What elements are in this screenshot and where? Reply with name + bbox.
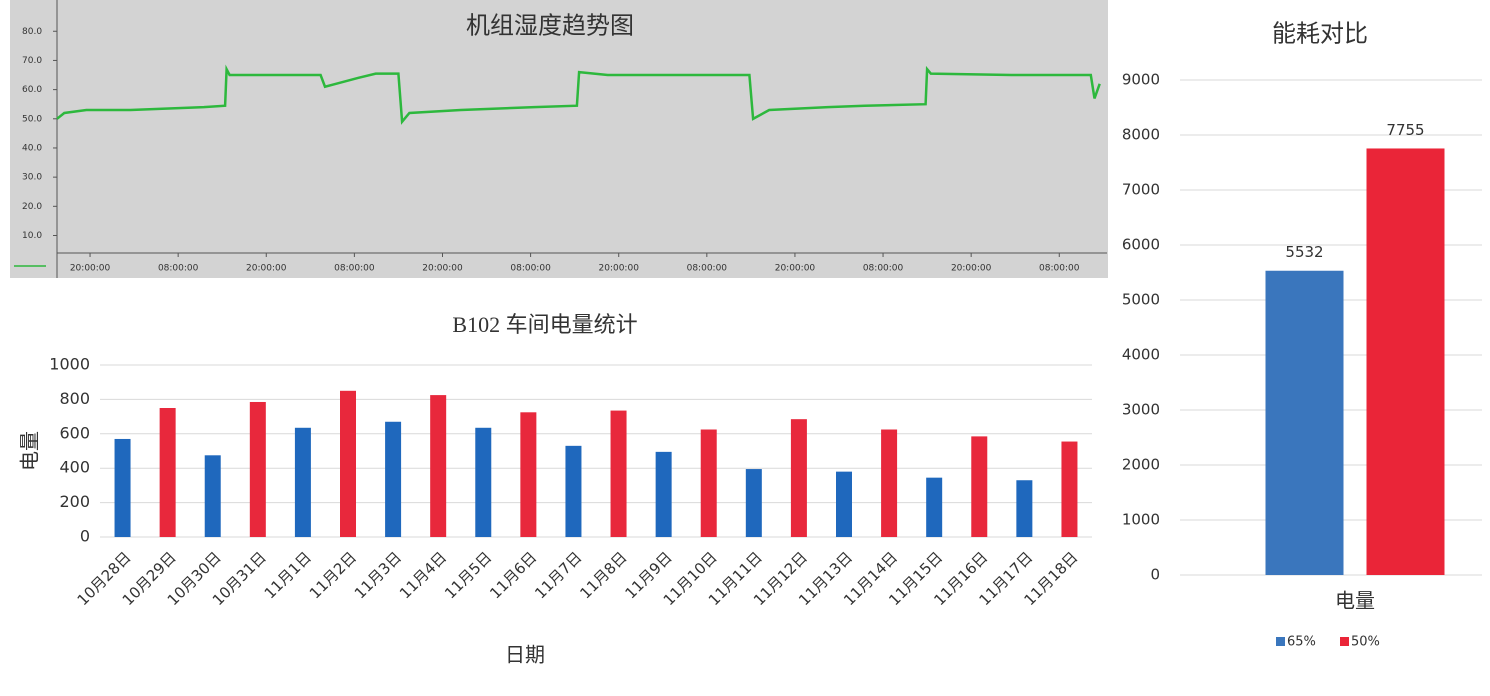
bar	[114, 438, 131, 537]
y-tick-label: 600	[59, 423, 90, 442]
bar	[430, 395, 447, 537]
x-tick-label: 20:00:00	[599, 264, 640, 274]
x-tick-label: 08:00:00	[863, 264, 904, 274]
y-tick-label: 8000	[1122, 126, 1160, 144]
chart-title: 机组湿度趋势图	[466, 13, 634, 40]
bar	[610, 410, 627, 537]
bar	[836, 471, 852, 537]
y-tick-label: 0	[80, 527, 90, 546]
y-tick-label: 0	[1150, 566, 1160, 584]
y-tick-label: 60.0	[22, 85, 42, 95]
y-tick-label: 30.0	[22, 173, 42, 183]
x-tick-label: 08:00:00	[510, 264, 551, 274]
x-tick-label: 20:00:00	[951, 264, 992, 274]
bar	[385, 421, 402, 537]
bar	[655, 451, 672, 537]
y-tick-label: 1000	[49, 355, 90, 374]
x-tick-label: 08:00:00	[334, 264, 375, 274]
y-tick-label: 80.0	[22, 27, 42, 37]
bar	[971, 436, 988, 537]
bar	[1366, 148, 1445, 575]
bar	[249, 401, 266, 537]
legend-label: 65%	[1287, 635, 1316, 650]
bar	[790, 419, 807, 537]
bar	[1016, 480, 1033, 537]
y-tick-label: 2000	[1122, 456, 1160, 474]
trend-line	[56, 64, 1101, 125]
bar	[1265, 270, 1344, 575]
y-tick-label: 6000	[1122, 236, 1160, 254]
bar	[745, 469, 762, 537]
bar	[340, 390, 356, 537]
x-tick-label: 11月7日	[531, 548, 585, 602]
y-tick-label: 7000	[1122, 181, 1160, 199]
y-tick-label: 4000	[1122, 346, 1160, 364]
data-label: 5532	[1285, 243, 1323, 261]
legend-label: 50%	[1351, 635, 1380, 650]
chart-title: B102 车间电量统计	[452, 312, 637, 337]
x-tick-label: 11月8日	[576, 548, 630, 602]
x-tick-label: 08:00:00	[687, 264, 728, 274]
y-tick-label: 800	[59, 389, 90, 408]
x-tick-label: 20:00:00	[70, 264, 111, 274]
bar	[565, 445, 582, 537]
bar	[204, 455, 221, 537]
y-tick-label: 10.0	[22, 231, 42, 241]
y-tick-label: 1000	[1122, 511, 1160, 529]
y-tick-label: 9000	[1122, 71, 1160, 89]
x-tick-label: 11月5日	[441, 548, 495, 602]
x-tick-label: 11月6日	[486, 548, 540, 602]
x-tick-label: 11月4日	[396, 548, 450, 602]
x-tick-label: 20:00:00	[246, 264, 287, 274]
y-axis-title: 电量	[19, 431, 42, 471]
x-tick-label: 08:00:00	[1039, 264, 1080, 274]
bar	[1061, 441, 1078, 537]
x-tick-label: 11月1日	[261, 548, 315, 602]
data-label: 7755	[1386, 121, 1424, 139]
bar	[700, 429, 717, 537]
bar	[475, 427, 492, 537]
bar	[520, 412, 537, 537]
x-tick-label: 20:00:00	[775, 264, 816, 274]
y-tick-label: 50.0	[22, 114, 42, 124]
y-tick-label: 5000	[1122, 291, 1160, 309]
y-tick-label: 3000	[1122, 401, 1160, 419]
x-axis-title: 日期	[505, 645, 545, 667]
bar	[159, 408, 176, 537]
y-tick-label: 400	[59, 458, 90, 477]
legend-swatch	[1340, 637, 1349, 646]
chart-title: 能耗对比	[1272, 21, 1368, 48]
legend-swatch	[1276, 637, 1285, 646]
bar	[294, 427, 311, 537]
x-tick-label: 20:00:00	[422, 264, 463, 274]
bar	[926, 477, 943, 537]
x-tick-label: 08:00:00	[158, 264, 199, 274]
x-tick-label: 11月2日	[306, 548, 360, 602]
y-tick-label: 200	[59, 492, 90, 511]
x-tick-label: 电量	[1335, 590, 1375, 613]
y-tick-label: 70.0	[22, 56, 42, 66]
y-tick-label: 40.0	[22, 143, 42, 153]
bar	[881, 429, 898, 537]
trend-panel	[10, 0, 1108, 278]
y-tick-label: 20.0	[22, 202, 42, 212]
x-tick-label: 11月3日	[351, 548, 405, 602]
